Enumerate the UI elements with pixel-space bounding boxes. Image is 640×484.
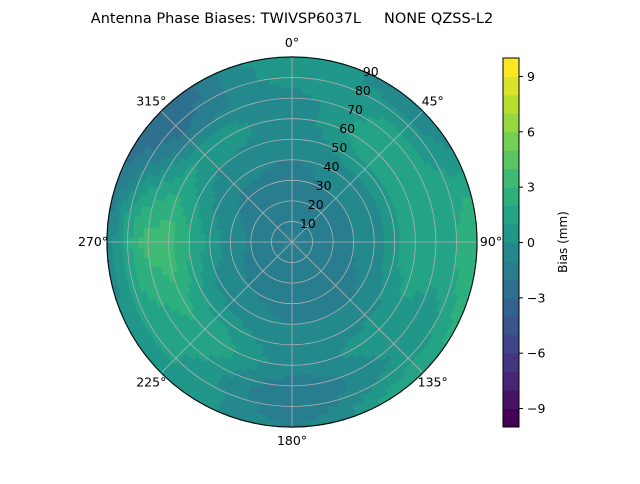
colorbar-segment	[503, 169, 519, 188]
colorbar-segment	[503, 390, 519, 409]
radial-tick-label: 60	[339, 121, 355, 136]
colorbar-segment	[503, 316, 519, 335]
colorbar-segment	[503, 187, 519, 206]
colorbar-segment	[503, 76, 519, 95]
colorbar-segment	[503, 113, 519, 132]
colorbar-segment	[503, 132, 519, 151]
angle-tick-label: 45°	[422, 93, 444, 108]
colorbar-tick-label: 0	[527, 235, 535, 250]
colorbar-segment	[503, 95, 519, 114]
colorbar-segment	[503, 409, 519, 428]
colorbar-tick-label: −3	[527, 290, 545, 305]
radial-tick-label: 80	[355, 83, 371, 98]
angle-tick-label: 225°	[136, 375, 166, 390]
colorbar-label: Bias (mm)	[556, 211, 570, 273]
radial-tick-label: 10	[300, 216, 316, 231]
angle-tick-label: 180°	[277, 433, 307, 448]
radial-tick-label: 30	[316, 178, 332, 193]
chart-title: Antenna Phase Biases: TWIVSP6037L NONE Q…	[91, 11, 493, 27]
colorbar	[503, 58, 519, 428]
colorbar-tick-label: −9	[527, 401, 545, 416]
colorbar-segment	[503, 298, 519, 317]
colorbar-tick-label: −6	[527, 346, 545, 361]
radial-tick-label: 90	[363, 64, 379, 79]
colorbar-ticks: −9 −6 −3 0 3 6 9	[519, 69, 545, 416]
colorbar-tick-label: 6	[527, 124, 535, 139]
radial-tick-label: 70	[347, 102, 363, 117]
angle-tick-label: 0°	[285, 35, 299, 50]
radial-tick-label: 40	[324, 159, 340, 174]
angle-tick-label: 135°	[418, 375, 448, 390]
colorbar-segment	[503, 224, 519, 243]
colorbar-segment	[503, 335, 519, 354]
colorbar-tick-label: 3	[527, 180, 535, 195]
colorbar-segment	[503, 279, 519, 298]
colorbar-segment	[503, 353, 519, 372]
angle-tick-label: 90°	[480, 234, 502, 249]
colorbar-segment	[503, 150, 519, 169]
angle-tick-label: 270°	[78, 234, 108, 249]
radial-tick-label: 50	[331, 140, 347, 155]
radial-tick-label: 20	[308, 197, 324, 212]
colorbar-segment	[503, 58, 519, 77]
colorbar-segment	[503, 261, 519, 280]
colorbar-segment	[503, 243, 519, 262]
colorbar-tick-label: 9	[527, 69, 535, 84]
colorbar-segment	[503, 372, 519, 391]
angle-tick-label: 315°	[136, 93, 166, 108]
colorbar-segment	[503, 206, 519, 225]
polar-grid	[107, 57, 477, 427]
